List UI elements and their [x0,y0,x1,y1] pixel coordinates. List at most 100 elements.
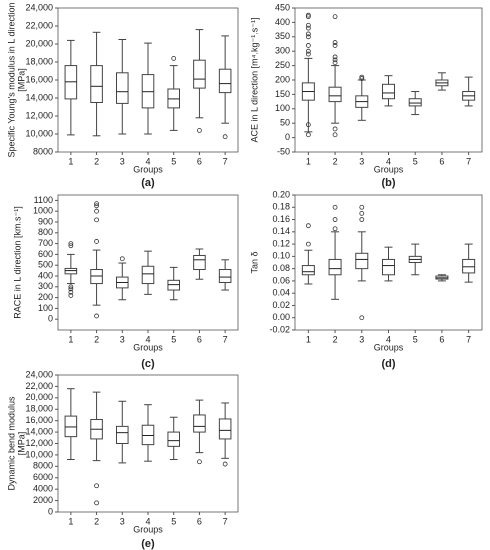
panel-caption: (e) [141,538,155,550]
box [462,258,476,274]
outlier [68,286,74,292]
box [90,269,103,285]
y-tick-label: 0.18 [272,202,290,212]
y-axis-unit: [MPa] [16,68,26,92]
box [218,418,232,440]
y-tick-label: 0.16 [272,214,290,224]
x-tick-label: 1 [68,516,73,526]
outlier [197,127,202,133]
outlier [305,14,311,20]
panel-caption: (d) [381,358,395,370]
x-axis-label: Groups [133,524,163,534]
box [218,269,232,283]
y-axis-label: RACE in L direction [km.s⁻¹] [12,206,22,318]
y-tick-label: 22,000 [25,20,53,30]
y-tick-label: 0.06 [272,275,290,285]
box [328,86,342,103]
panel-caption: (c) [141,358,155,370]
outlier [119,256,125,262]
outlier [197,459,202,465]
x-axis-label: Groups [133,164,163,174]
outlier [332,57,338,63]
x-tick-label: 7 [223,156,228,166]
y-tick-label: 1100 [34,195,53,205]
outlier [359,315,365,321]
y-tick-label: 0.10 [272,251,290,261]
outlier [94,313,99,319]
x-tick-label: 4 [386,156,391,166]
outlier [222,461,228,467]
box [381,83,396,100]
x-tick-label: 2 [333,334,338,344]
outlier [359,204,365,210]
box [193,414,206,433]
y-tick-label: 900 [38,216,53,226]
x-tick-label: 2 [94,156,99,166]
y-tick-label: 0.20 [272,189,290,199]
outlier [305,122,311,128]
outlier [68,293,74,298]
box [141,265,155,285]
outlier [68,241,74,247]
x-tick-label: 7 [466,334,471,344]
x-tick-label: 6 [439,156,444,166]
x-tick-label: 5 [413,156,418,166]
outlier [305,51,311,57]
y-tick-label: 300 [38,281,53,291]
y-tick-label: 600 [38,249,53,259]
outlier [332,54,338,60]
box [64,415,78,438]
y-tick-label: 14,000 [25,426,53,436]
y-tick-label: 10,000 [25,449,53,459]
x-tick-label: 5 [171,516,176,526]
y-tick-label: 0 [285,132,290,142]
outlier [359,211,365,216]
y-tick-label: 18,000 [25,56,53,66]
outlier [359,217,365,222]
x-axis-label: Groups [374,342,404,352]
box [408,98,422,107]
y-tick-label: 6000 [33,472,53,482]
x-tick-label: 5 [171,156,176,166]
box [141,424,155,446]
x-tick-label: 3 [120,156,125,166]
x-tick-label: 2 [94,516,99,526]
y-tick-label: 100 [275,103,290,113]
outlier [68,289,74,295]
y-tick-label: 450 [275,2,290,12]
y-tick-label: 18,000 [25,404,53,414]
outlier [94,500,99,506]
x-tick-label: 6 [197,334,202,344]
x-tick-label: 1 [68,156,73,166]
outlier [94,483,99,489]
outlier [305,48,311,54]
outlier [94,203,99,209]
x-tick-label: 2 [94,334,99,344]
box [116,72,129,104]
x-tick-label: 7 [223,334,228,344]
x-tick-label: 6 [197,516,202,526]
y-tick-label: 8000 [33,461,53,471]
outlier [305,25,311,31]
y-tick-label: 500 [38,260,53,270]
y-tick-label: 0.08 [272,263,290,273]
outlier [332,132,338,138]
outlier [359,76,365,81]
x-tick-label: 3 [359,334,364,344]
x-tick-label: 2 [333,156,338,166]
y-tick-label: -0.02 [269,324,290,334]
box [355,252,369,270]
y-tick-label: 12,000 [25,438,53,448]
x-tick-label: 1 [306,334,311,344]
x-tick-label: 3 [120,516,125,526]
x-tick-label: 7 [466,156,471,166]
outlier [305,34,311,40]
y-tick-label: 700 [38,238,53,248]
outlier [332,40,338,45]
outlier [94,239,99,244]
box [301,265,315,276]
x-tick-label: 6 [197,156,202,166]
y-tick-label: 350 [275,31,290,41]
y-axis-label: Dynamic bend modulus [6,396,16,491]
outlier [94,208,99,214]
